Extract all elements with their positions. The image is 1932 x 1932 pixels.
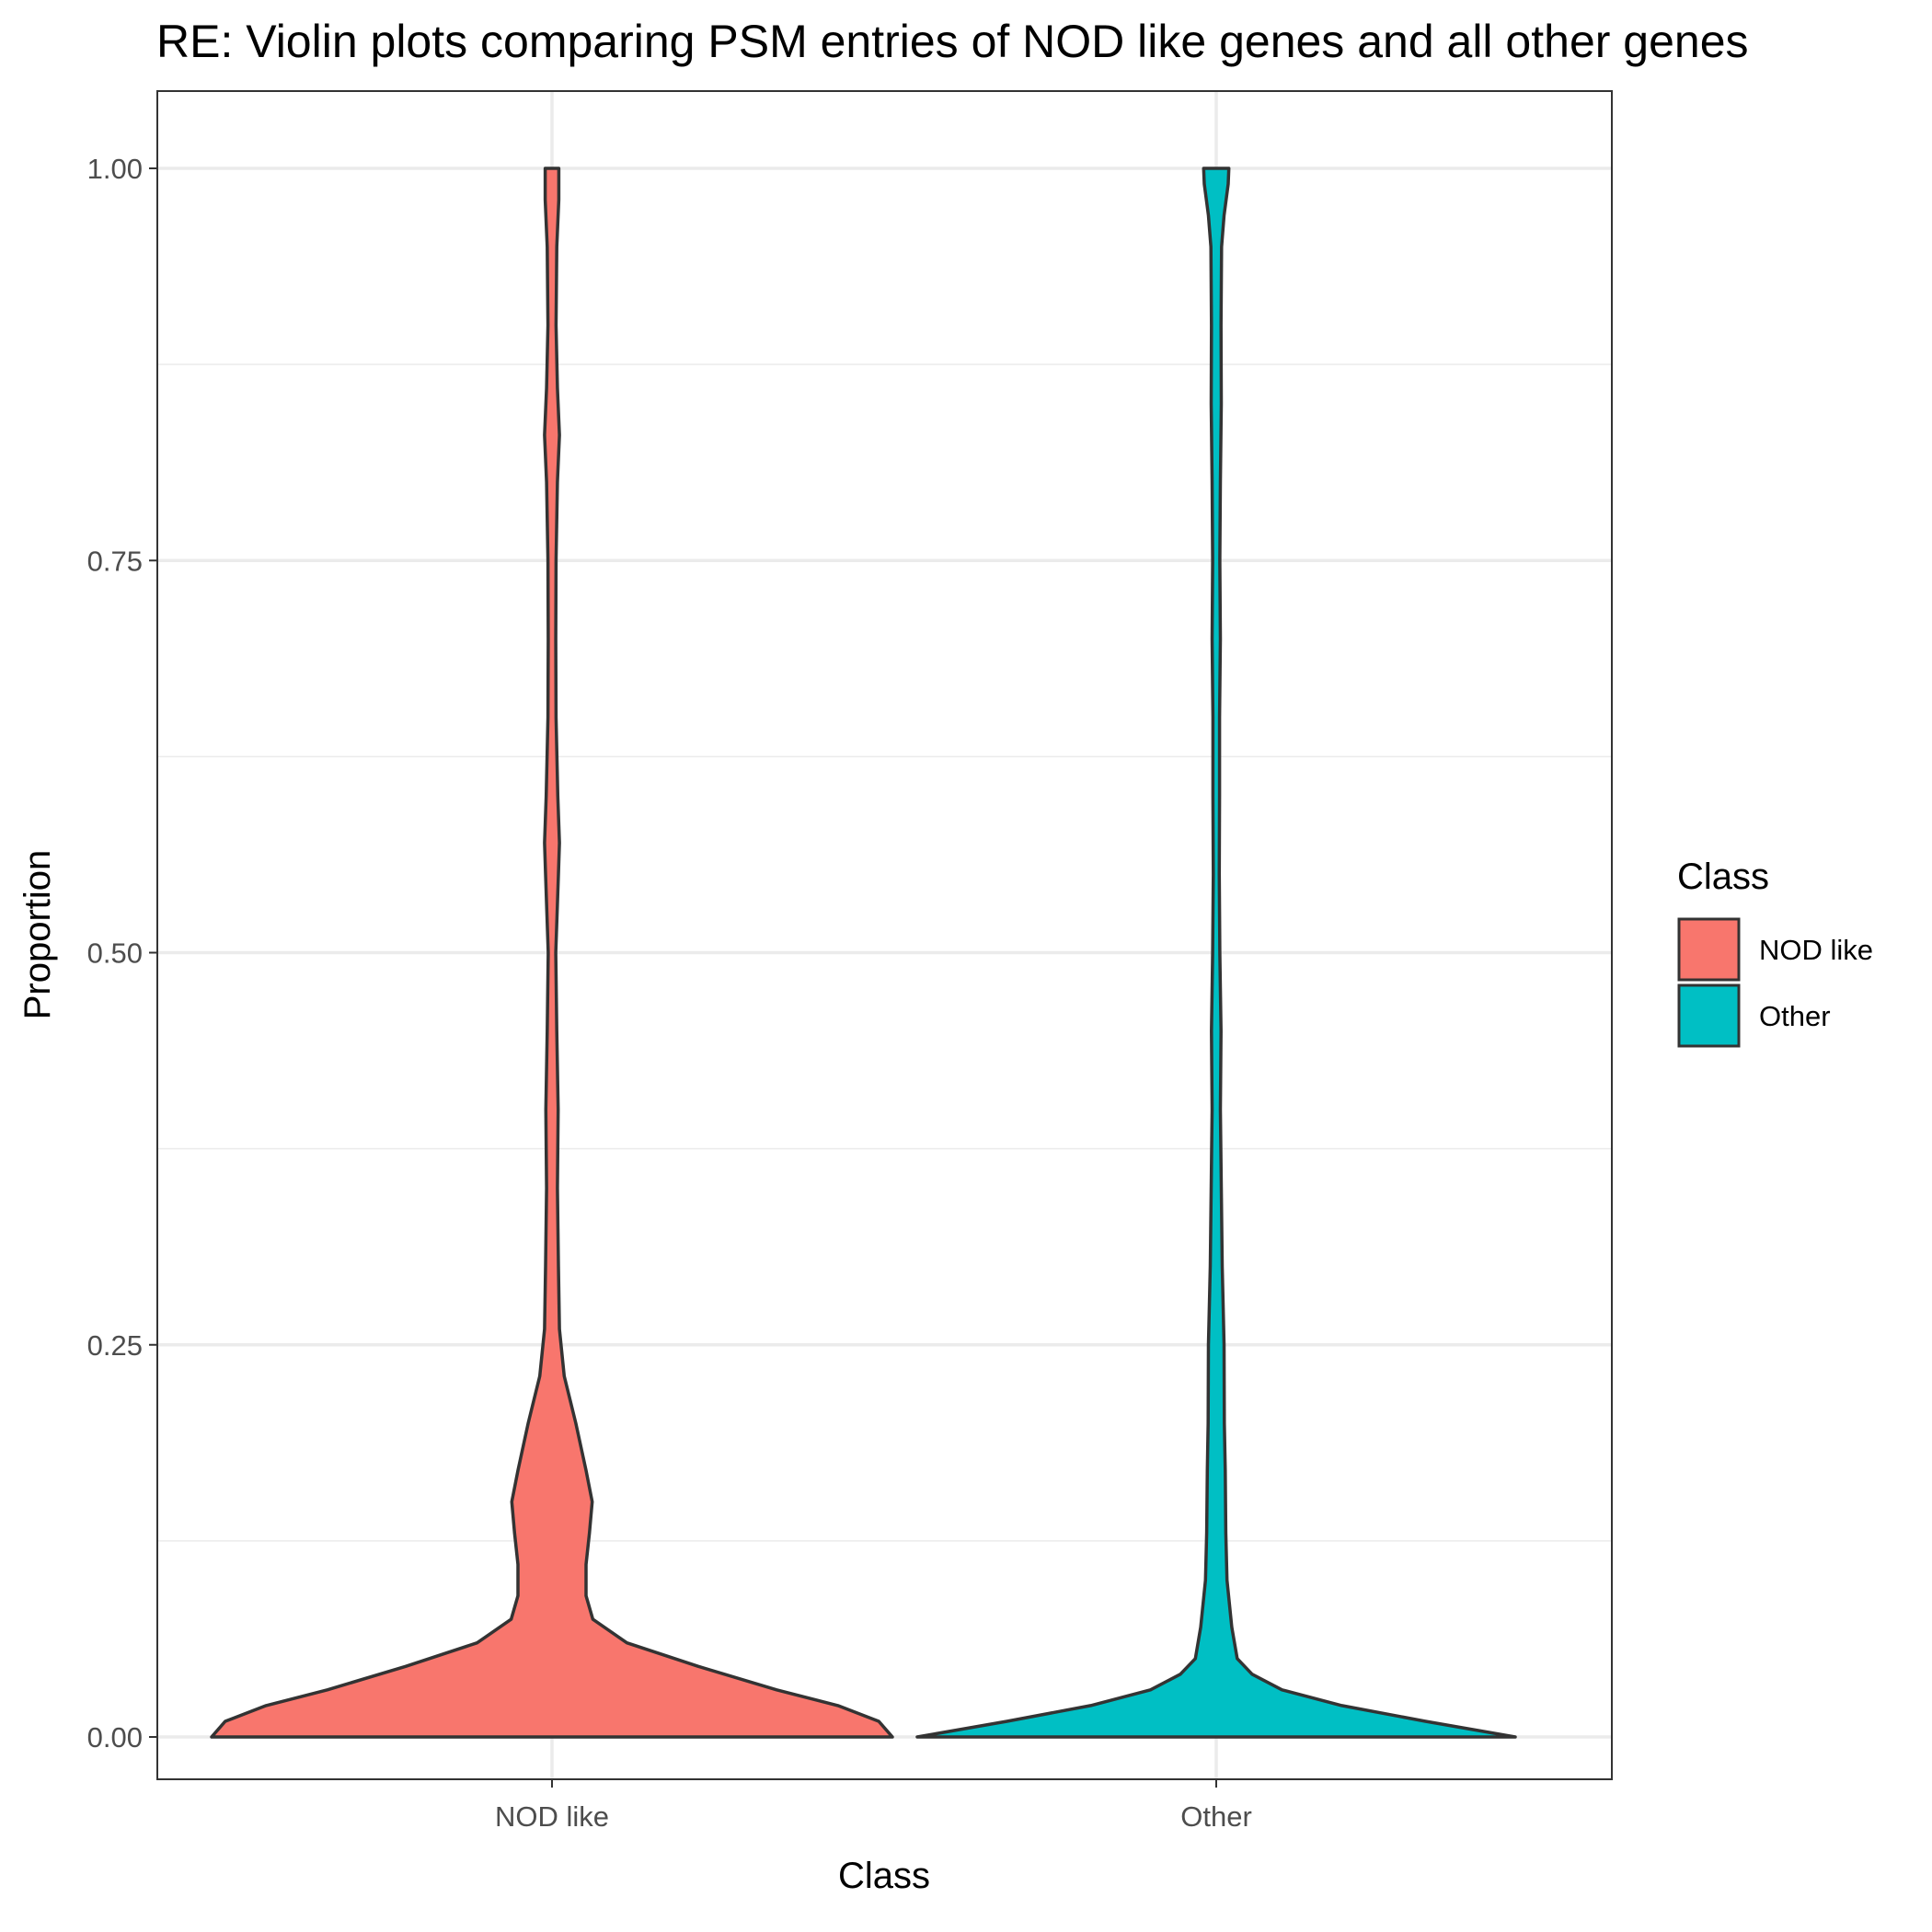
plot-panel-background <box>157 91 1612 1779</box>
legend-label: Other <box>1759 1000 1831 1032</box>
y-tick-label: 1.00 <box>87 153 143 185</box>
y-axis-title: Proportion <box>17 850 58 1020</box>
chart-title: RE: Violin plots comparing PSM entries o… <box>156 16 1749 67</box>
violin-layer <box>210 167 1517 1739</box>
y-tick-label: 0.25 <box>87 1329 143 1362</box>
legend-key <box>1677 983 1741 1048</box>
x-axis-title: Class <box>838 1856 930 1896</box>
y-tick-label: 0.50 <box>87 937 143 970</box>
x-tick-label: NOD like <box>495 1800 609 1833</box>
legend: Class NOD like Other <box>1677 857 1873 1048</box>
violin-other <box>915 167 1517 1739</box>
y-tick-label: 0.00 <box>87 1721 143 1754</box>
x-axis: NOD like Other <box>495 1779 1252 1833</box>
legend-title: Class <box>1677 857 1769 897</box>
legend-key <box>1677 917 1741 982</box>
y-axis: 0.00 0.25 0.50 0.75 1.00 <box>87 153 157 1754</box>
plot-panel-border <box>156 90 1613 1780</box>
minor-gridlines <box>157 363 1612 1542</box>
legend-entries: NOD like Other <box>1677 917 1873 1048</box>
violin-nod-like <box>210 167 894 1739</box>
y-tick-label: 0.75 <box>87 545 143 577</box>
x-tick-label: Other <box>1180 1800 1252 1833</box>
legend-label: NOD like <box>1759 934 1873 966</box>
